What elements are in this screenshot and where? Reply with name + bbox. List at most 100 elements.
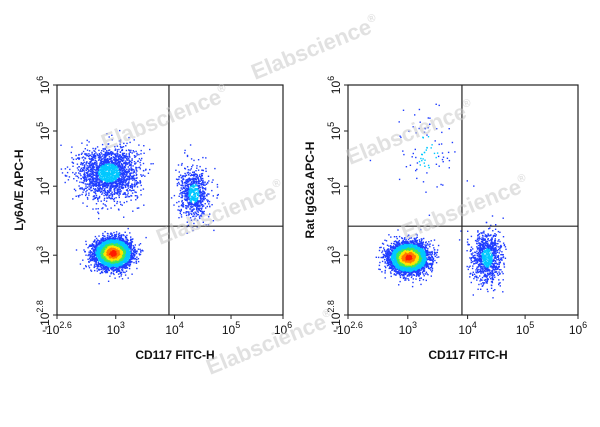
event-dot xyxy=(115,264,117,266)
event-dot xyxy=(109,259,112,262)
event-dot xyxy=(119,246,122,248)
event-dot xyxy=(127,249,130,252)
event-dot xyxy=(117,260,119,263)
event-dot xyxy=(135,260,137,263)
event-dot xyxy=(93,249,95,251)
event-dot xyxy=(131,256,133,258)
event-dot xyxy=(127,256,129,259)
event-dot xyxy=(98,235,100,237)
event-dot xyxy=(90,168,92,170)
event-dot xyxy=(111,265,114,267)
event-dot xyxy=(90,254,92,257)
event-dot xyxy=(98,268,101,271)
event-dot xyxy=(132,238,134,240)
event-dot xyxy=(130,248,132,250)
event-dot xyxy=(98,257,100,259)
event-dot xyxy=(117,259,120,261)
event-dot xyxy=(81,142,83,144)
event-dot xyxy=(132,247,135,249)
event-dot xyxy=(85,163,87,165)
event-dot xyxy=(132,256,135,259)
event-dot xyxy=(110,262,113,264)
event-dot xyxy=(118,246,120,248)
event-dot xyxy=(130,241,132,243)
event-dot xyxy=(91,244,94,246)
event-dot xyxy=(121,278,124,280)
event-dot xyxy=(92,253,94,255)
event-dot xyxy=(120,244,123,247)
event-dot xyxy=(123,256,125,259)
event-dot xyxy=(110,236,112,238)
event-dot xyxy=(122,245,124,248)
event-dot xyxy=(80,169,82,171)
event-dot xyxy=(112,265,115,267)
event-dot xyxy=(117,255,120,257)
event-dot xyxy=(105,255,107,257)
event-dot xyxy=(129,256,131,258)
event-dot xyxy=(120,239,123,241)
event-dot xyxy=(113,262,115,264)
event-dot xyxy=(122,256,124,259)
event-dot xyxy=(114,237,116,239)
event-dot xyxy=(86,186,89,188)
event-dot xyxy=(120,243,123,245)
event-dot xyxy=(125,266,127,268)
event-dot xyxy=(89,250,91,252)
event-dot xyxy=(122,254,124,256)
event-dot xyxy=(134,257,137,260)
event-dot xyxy=(97,265,100,267)
event-dot xyxy=(122,268,124,270)
event-dot xyxy=(127,196,129,198)
event-dot xyxy=(107,257,109,260)
event-dot xyxy=(119,188,121,190)
event-dot xyxy=(103,267,105,269)
event-dot xyxy=(143,204,145,206)
event-dot xyxy=(107,264,109,266)
event-dot xyxy=(123,259,125,261)
event-dot xyxy=(107,268,110,270)
event-dot xyxy=(109,262,111,265)
event-dot xyxy=(126,254,129,257)
event-dot xyxy=(100,259,102,261)
event-dot xyxy=(117,167,119,169)
event-dot xyxy=(99,259,102,261)
event-dot xyxy=(116,269,119,271)
event-dot xyxy=(115,263,118,265)
event-dot xyxy=(95,257,97,259)
event-dot xyxy=(108,249,110,251)
event-dot xyxy=(111,242,113,244)
event-dot xyxy=(94,269,96,272)
event-dot xyxy=(136,251,138,253)
event-dot xyxy=(91,245,93,247)
event-dot xyxy=(107,265,109,267)
event-dot xyxy=(119,272,122,274)
event-dot xyxy=(118,249,121,251)
event-dot xyxy=(113,244,116,247)
event-dot xyxy=(121,262,123,264)
event-dot xyxy=(90,251,92,253)
event-dot xyxy=(127,260,129,263)
event-dot xyxy=(106,208,109,210)
event-dot xyxy=(84,250,86,253)
event-dot xyxy=(106,262,108,264)
event-dot xyxy=(101,237,104,239)
event-dot xyxy=(110,258,113,260)
event-dot xyxy=(85,187,87,189)
event-dot xyxy=(113,190,116,193)
event-dot xyxy=(97,255,99,258)
event-dot xyxy=(92,198,94,201)
event-dot xyxy=(129,244,131,246)
event-dot xyxy=(135,199,137,201)
event-dot xyxy=(107,242,109,244)
event-dot xyxy=(126,240,129,242)
event-dot xyxy=(98,252,101,254)
event-dot xyxy=(110,262,112,264)
event-dot xyxy=(119,249,121,252)
event-dot xyxy=(123,246,125,248)
event-dot xyxy=(88,245,90,248)
event-dot xyxy=(94,257,96,260)
event-dot xyxy=(136,267,138,270)
event-dot xyxy=(100,239,102,242)
event-dot xyxy=(103,268,105,270)
event-dot xyxy=(92,257,94,260)
